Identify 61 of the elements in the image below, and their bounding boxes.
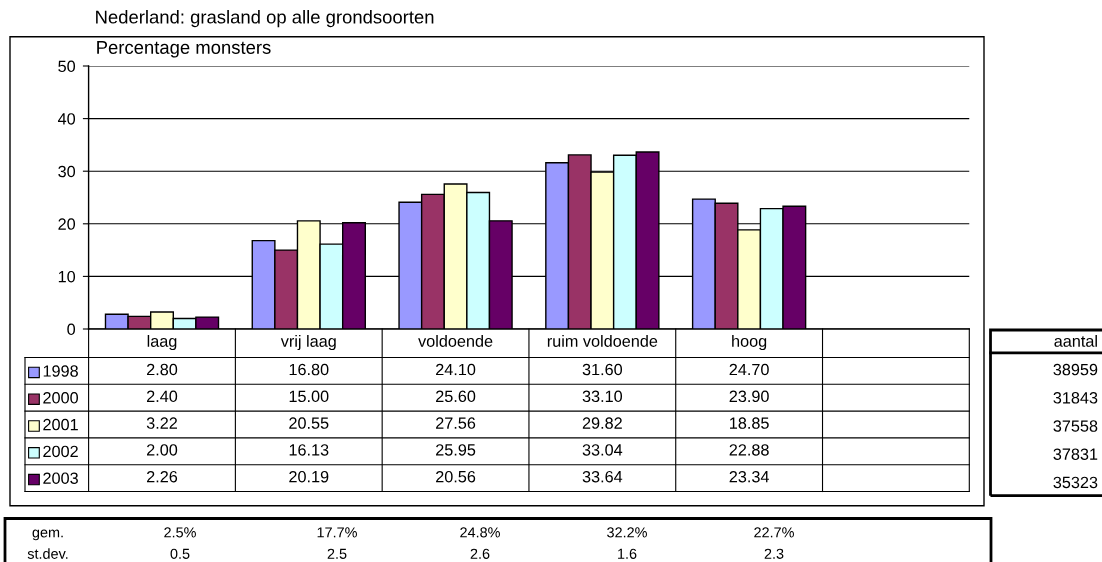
data-label: 2.40 — [147, 390, 178, 403]
data-label: 16.13 — [289, 444, 329, 456]
x-tick-label: ruim voldoende — [547, 334, 658, 347]
text: aantal — [1054, 334, 1097, 347]
data-label: 29.82 — [582, 417, 622, 429]
text: 2.6 — [470, 548, 490, 559]
data-label: 20.56 — [436, 470, 476, 483]
data-label: 24.10 — [436, 363, 476, 376]
data-label: 27.56 — [436, 417, 476, 429]
data-label: 20.55 — [289, 417, 329, 429]
legend-label: 2002 — [43, 445, 78, 458]
data-label: 33.10 — [582, 390, 623, 403]
data-label: 2.80 — [147, 363, 178, 376]
data-label: 33.64 — [582, 470, 623, 483]
x-tick-label: vrij laag — [280, 334, 336, 351]
chart-title: Nederland: grasland op alle grondsoorten — [96, 9, 434, 28]
text: 37831 — [1053, 448, 1098, 460]
y-tick-label: 40 — [57, 113, 76, 125]
text: 38959 — [1053, 363, 1098, 376]
x-tick-label: voldoende — [418, 334, 493, 347]
legend-label: 2000 — [43, 392, 79, 404]
text: 24.8% — [460, 527, 500, 538]
text: 22.7% — [754, 527, 794, 538]
data-label: 3.22 — [146, 417, 177, 429]
data-label: 33.04 — [582, 444, 623, 456]
text: 35323 — [1053, 476, 1098, 489]
legend-label: 2001 — [43, 418, 78, 431]
legend-label: 2003 — [43, 472, 78, 484]
x-tick-label: laag — [147, 334, 177, 351]
text: 2.3 — [764, 548, 784, 559]
text: 32.2% — [607, 527, 647, 538]
y-axis-title: Percentage monsters — [97, 41, 271, 58]
y-tick-label: 10 — [58, 270, 76, 283]
x-tick-label: hoog — [732, 334, 767, 351]
data-label: 31.60 — [582, 363, 623, 376]
y-tick-label: 30 — [58, 165, 76, 178]
data-label: 23.90 — [729, 390, 769, 403]
text: 37558 — [1053, 420, 1098, 432]
y-tick-label: 20 — [58, 218, 76, 230]
text: st.dev. — [27, 548, 68, 559]
text: 1.6 — [618, 548, 637, 559]
data-label: 22.88 — [729, 444, 769, 456]
data-label: 24.70 — [729, 363, 769, 376]
text: 31843 — [1053, 392, 1098, 404]
data-label: 20.19 — [289, 470, 329, 483]
data-label: 18.85 — [730, 417, 769, 429]
y-tick-label: 50 — [58, 60, 76, 73]
text: 17.7% — [317, 527, 357, 538]
data-label: 23.34 — [729, 470, 769, 483]
data-label: 2.00 — [147, 444, 178, 456]
text: 2.5% — [164, 527, 196, 538]
text: 0.5 — [170, 548, 190, 559]
data-label: 25.95 — [436, 444, 476, 456]
y-tick-label: 0 — [67, 323, 76, 336]
text: gem. — [32, 529, 63, 541]
data-label: 15.00 — [289, 390, 329, 403]
text: 2.5 — [327, 548, 347, 559]
data-label: 25.60 — [436, 390, 476, 403]
legend-label: 1998 — [43, 365, 78, 377]
data-label: 2.26 — [147, 470, 178, 483]
data-label: 16.80 — [289, 363, 329, 376]
